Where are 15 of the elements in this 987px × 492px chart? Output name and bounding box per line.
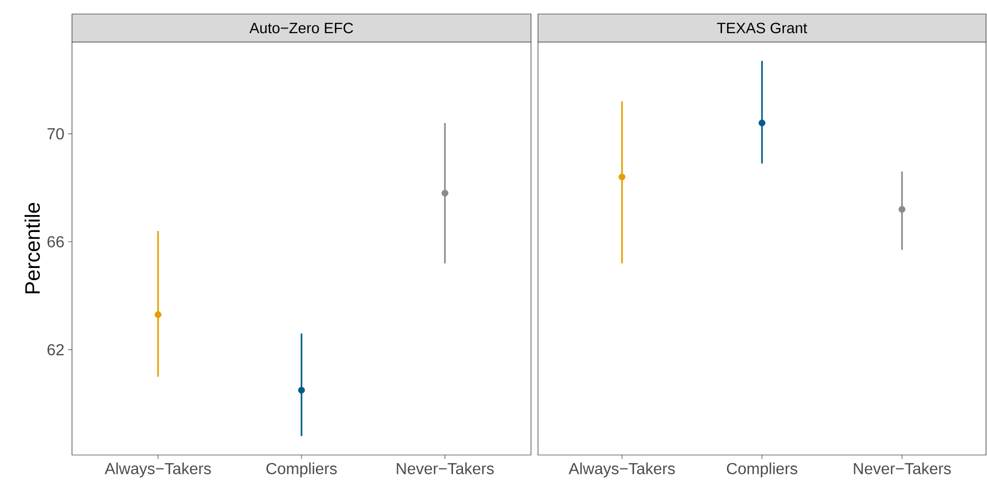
point [442,190,448,197]
chart-title: Auto−Zero EFC [249,22,354,34]
y-tick-label: 70 [48,128,64,140]
x-tick-label: Never−Takers [854,462,951,474]
chart-title: TEXAS Grant [717,22,808,34]
y-tick-label: 62 [48,344,64,356]
point [154,311,162,318]
x-tick-label: Compliers [266,462,337,478]
x-tick-label: Compliers [726,462,798,478]
x-tick-label: Always−Takers [568,462,675,478]
y-tick-label: 66 [48,236,64,248]
y-axis-title: Percentile [24,202,40,294]
x-tick-label: Always−Takers [104,462,211,478]
x-tick-label: Never−Takers [396,462,494,474]
point [298,386,305,394]
